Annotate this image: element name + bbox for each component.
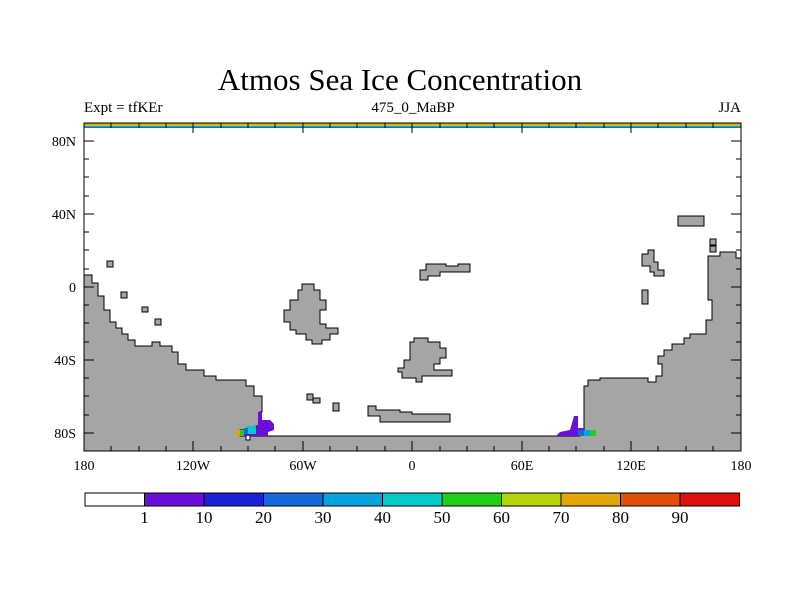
colorbar-label-70: 70	[553, 508, 570, 527]
colorbar-label-1: 1	[140, 508, 149, 527]
ice-east-blue	[578, 430, 584, 436]
colorbar-label-10: 10	[196, 508, 213, 527]
colorbar-box-0	[84, 492, 145, 507]
land-masses	[83, 215, 742, 452]
x-label-120e: 120E	[616, 459, 646, 474]
antarctic-sea-ice	[236, 412, 596, 436]
island-1	[106, 260, 114, 268]
y-label-80n: 80N	[52, 135, 76, 150]
colorbar-box-5	[382, 492, 443, 507]
island-2	[120, 291, 128, 299]
land-south-strip	[367, 405, 451, 423]
island-7	[332, 402, 340, 412]
y-label-40n: 40N	[52, 208, 76, 223]
colorbar-box-2	[203, 492, 264, 507]
colorbar-box-1	[144, 492, 205, 507]
x-axis-ticks	[110, 123, 714, 451]
period-label: 475_0_MaBP	[371, 100, 455, 116]
island-6	[312, 397, 321, 404]
colorbar-label-40: 40	[374, 508, 391, 527]
ice-east-purple	[556, 416, 584, 436]
colorbar-box-9	[620, 492, 681, 507]
island-9	[641, 289, 649, 305]
colorbar-label-80: 80	[612, 508, 629, 527]
land-central-south	[397, 337, 453, 383]
land-equatorial-strip	[419, 263, 471, 281]
x-label-60w: 60W	[289, 459, 317, 474]
island-8	[641, 249, 665, 277]
x-label-0: 0	[409, 459, 416, 474]
colorbar-label-20: 20	[255, 508, 272, 527]
x-label-120w: 120W	[176, 459, 211, 474]
ice-west-blue	[244, 428, 248, 434]
ice-east-cyan	[584, 430, 590, 436]
season-label: JJA	[718, 100, 741, 116]
ice-west-cyan	[246, 426, 256, 434]
colorbar-labels: 1 10 20 30 40 50 60 70 80 90	[140, 508, 688, 527]
island-5	[306, 393, 314, 401]
colorbar-label-90: 90	[672, 508, 689, 527]
colorbar-box-3	[263, 492, 324, 507]
x-label-180w: 180	[74, 459, 95, 474]
colorbar-label-30: 30	[315, 508, 332, 527]
island-4	[154, 318, 162, 326]
colorbar-box-10	[679, 492, 740, 507]
colorbar-label-60: 60	[493, 508, 510, 527]
colorbar-box-4	[322, 492, 383, 507]
land-east-block	[677, 215, 705, 227]
y-label-80s: 80S	[54, 427, 76, 442]
y-axis-ticks	[84, 140, 741, 434]
ice-east-green	[590, 430, 596, 436]
x-label-180e: 180	[731, 459, 752, 474]
island-11	[709, 245, 717, 253]
island-3	[141, 306, 149, 313]
colorbar-label-50: 50	[434, 508, 451, 527]
map-title: Atmos Sea Ice Concentration	[217, 62, 583, 97]
experiment-label: Expt = tfKEr	[84, 100, 163, 116]
x-label-60e: 60E	[511, 459, 534, 474]
colorbar-box-6	[441, 492, 502, 507]
y-label-40s: 40S	[54, 354, 76, 369]
colorbar-box-7	[501, 492, 562, 507]
island-10	[709, 238, 717, 246]
ice-west-orange	[236, 430, 242, 436]
y-label-0: 0	[69, 281, 76, 296]
land-central-north	[283, 283, 339, 345]
ice-west-green	[240, 430, 244, 436]
colorbar-box-8	[560, 492, 621, 507]
colorbar	[84, 492, 740, 507]
